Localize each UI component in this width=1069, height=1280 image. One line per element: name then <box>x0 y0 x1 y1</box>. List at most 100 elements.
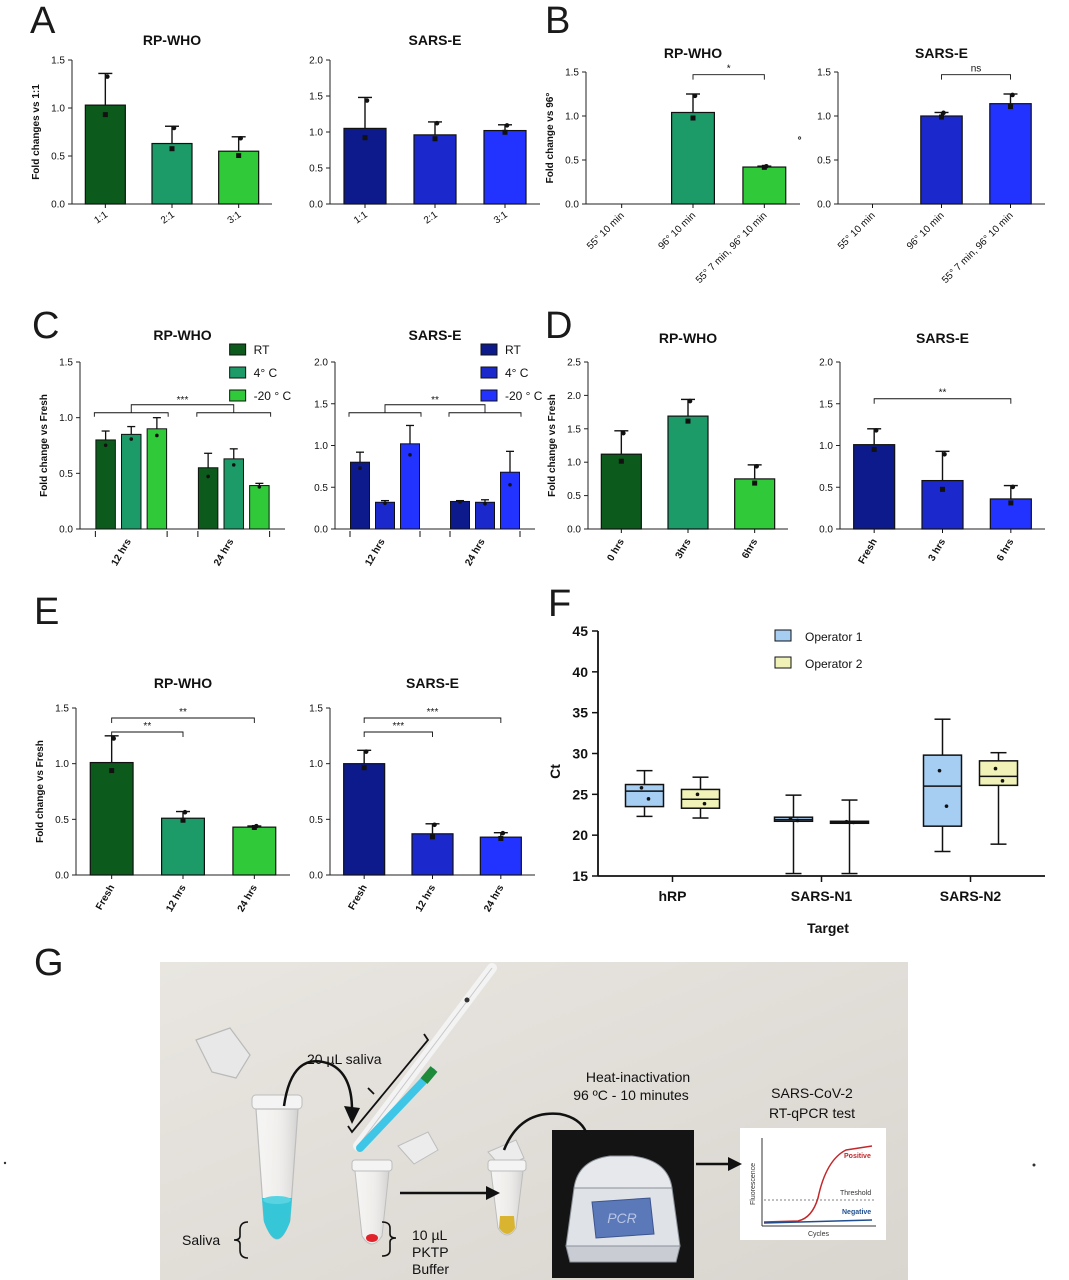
x-tick-label: 55° 10 min <box>836 210 878 252</box>
legend-swatch <box>229 366 247 379</box>
negative-label: Negative <box>842 1209 871 1216</box>
panel-label-c: C <box>32 305 59 347</box>
bar <box>600 453 642 530</box>
x-tick-label: hRP <box>659 888 687 904</box>
positive-label: Positive <box>844 1153 871 1160</box>
y-tick-label: 1.5 <box>567 424 581 435</box>
chart-c2: SARS-E 0.0 0.5 1.0 1.5 2.0 12 hrs 24 hrs ** RT 4° … <box>314 327 543 568</box>
bar <box>218 150 260 205</box>
bar <box>742 166 787 205</box>
bar <box>483 129 527 205</box>
box <box>922 754 963 827</box>
x-tick-label: 24 hrs <box>212 537 236 568</box>
group-bracket <box>449 531 521 537</box>
data-point <box>408 453 412 457</box>
data-point <box>231 463 236 467</box>
saliva-tube <box>195 1027 303 1240</box>
bar <box>853 444 896 530</box>
curved-arrow-2 <box>502 1112 588 1151</box>
legend-swatch <box>480 343 498 356</box>
y-tick-label: 1.5 <box>309 92 323 103</box>
x-tick-label: Fresh <box>347 883 370 912</box>
y-tick-label: 0.0 <box>567 525 581 536</box>
x-tick-label: 3hrs <box>674 537 694 561</box>
data-point <box>362 135 368 141</box>
legend-label: RT <box>254 343 270 357</box>
legend-label: 4° C <box>254 366 278 380</box>
y-tick-label: 30 <box>572 746 588 762</box>
y-tick-label: 0.0 <box>565 200 579 211</box>
curved-arrow-1 <box>282 1059 354 1111</box>
x-tick-label: 3 hrs <box>927 537 949 564</box>
data-point <box>618 458 624 464</box>
workflow-arrows <box>282 1059 728 1195</box>
buffer-word-label: Buffer <box>412 1261 449 1277</box>
data-point <box>251 824 257 830</box>
legend-label: -20 ° C <box>505 389 543 403</box>
data-point <box>105 74 110 79</box>
legend-label: 4° C <box>505 366 529 380</box>
bar <box>89 761 134 876</box>
legend-swatch <box>774 656 792 669</box>
x-tick-label: 1:1 <box>92 209 110 226</box>
significance-label: ** <box>179 707 187 718</box>
group-bracket <box>349 531 421 537</box>
buffer-name-label: PKTP <box>412 1244 449 1260</box>
chart-d2: SARS-E 0.0 0.5 1.0 1.5 2.0 Fresh 3 hrs 6 hrs ** <box>819 330 1045 566</box>
data-point <box>1010 484 1016 490</box>
bar <box>121 433 142 530</box>
y-tick-label: 45 <box>572 623 588 639</box>
y-tick-label: 40 <box>572 664 588 680</box>
y-axis-label: Fold change vs 96° <box>545 93 556 184</box>
y-tick-label: 1.5 <box>51 56 65 67</box>
rt-qpcr-title: SARS-CoV-2 <box>771 1085 853 1101</box>
significance-bracket <box>363 731 433 737</box>
data-point <box>942 451 947 457</box>
x-tick-label: 55° 7 min, 96° 10 min <box>940 210 1016 286</box>
y-axis-label: Fold changes vs 1:1 <box>31 84 42 180</box>
bar <box>989 103 1032 205</box>
panel-label-a: A <box>30 0 56 42</box>
legend-swatch <box>229 389 247 402</box>
significance-label: *** <box>392 721 404 732</box>
data-point <box>1010 92 1015 98</box>
chart-title: SARS-E <box>916 330 969 346</box>
cycles-label: Cycles <box>808 1231 830 1238</box>
data-point <box>432 822 437 828</box>
buffer-bracket <box>381 1221 397 1257</box>
significance-bracket <box>111 717 255 723</box>
x-tick-label: 3:1 <box>226 209 244 226</box>
y-tick-label: 25 <box>572 786 588 802</box>
saliva-label: Saliva <box>182 1232 220 1248</box>
data-point <box>941 110 946 116</box>
bar <box>920 115 963 205</box>
data-point <box>102 112 108 118</box>
y-tick-label: 0.5 <box>309 164 323 175</box>
x-tick-label: 24 hrs <box>463 537 487 568</box>
significance-bracket <box>93 404 272 417</box>
significance-label: ** <box>939 388 947 399</box>
x-tick-label: SARS-N2 <box>940 888 1002 904</box>
heat-inactivation-detail: 96 ºC - 10 minutes <box>573 1087 689 1103</box>
legend-swatch <box>480 389 498 402</box>
significance-bracket <box>348 404 522 417</box>
x-tick-label: 96° 10 min <box>905 210 947 252</box>
data-point <box>458 500 462 504</box>
data-point <box>685 418 691 424</box>
data-point <box>363 749 369 754</box>
y-axis-label: Ct <box>547 764 563 779</box>
y-tick-label: 1.5 <box>565 68 579 79</box>
y-tick-label: 15 <box>572 868 588 884</box>
rt-qpcr-detail: RT-qPCR test <box>769 1105 855 1121</box>
data-point <box>508 482 512 487</box>
bar <box>450 500 470 530</box>
bar <box>223 458 244 530</box>
y-tick-label: 1.0 <box>314 441 328 452</box>
data-point <box>1000 779 1005 783</box>
y-tick-label: 0.5 <box>565 156 579 167</box>
significance-bracket <box>363 717 502 723</box>
y-tick-label: 0.5 <box>819 483 833 494</box>
x-tick-label: 55° 7 min, 96° 10 min <box>694 210 770 286</box>
y-tick-label: 1.5 <box>314 399 328 410</box>
